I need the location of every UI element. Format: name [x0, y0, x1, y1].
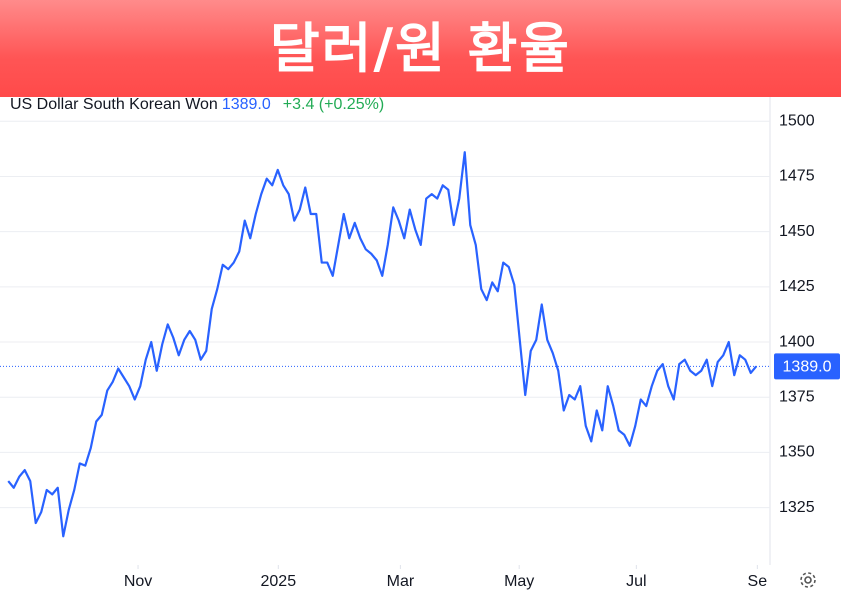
y-tick-label: 1500: [779, 113, 815, 130]
last-price-label: 1389.0: [783, 359, 832, 376]
settings-icon[interactable]: [800, 572, 816, 588]
x-tick-label: Mar: [387, 573, 415, 590]
y-tick-label: 1375: [779, 388, 815, 405]
y-tick-label: 1400: [779, 333, 815, 350]
x-tick-label: May: [504, 573, 534, 590]
x-tick-label: 2025: [261, 573, 297, 590]
last-price-box: [774, 353, 840, 380]
legend-series-name: US Dollar South Korean Won: [10, 96, 218, 113]
settings-icon-hub: [804, 576, 812, 584]
legend-change: +3.4 (+0.25%): [282, 96, 385, 113]
x-tick-label: Jul: [626, 573, 646, 590]
chart-title: 달러/원 환율: [270, 17, 571, 80]
y-tick-label: 1350: [779, 444, 815, 461]
y-tick-label: 1450: [779, 223, 815, 240]
price-line: [7, 151, 758, 538]
legend-price: 1389.0: [221, 96, 271, 113]
x-tick-label: Nov: [124, 573, 152, 590]
x-tick-label: Se: [748, 573, 768, 590]
settings-icon-gear: [800, 572, 816, 588]
y-tick-label: 1425: [779, 278, 815, 295]
legend: US Dollar South Korean Won 1389.0 +3.4 (+0…: [10, 96, 384, 114]
y-tick-label: 1325: [779, 499, 815, 516]
y-tick-label: 1475: [779, 168, 815, 185]
title-banner: [0, 0, 841, 97]
